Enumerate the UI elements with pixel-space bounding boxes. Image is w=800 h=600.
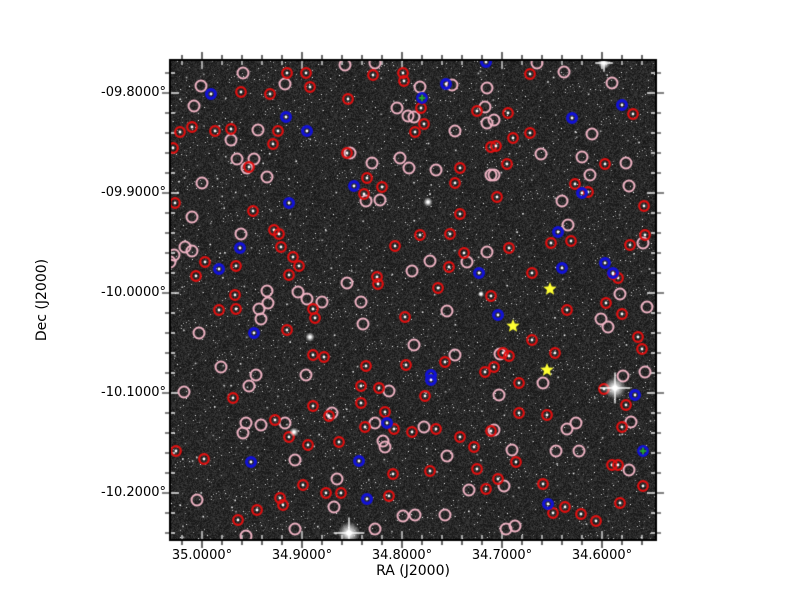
sky-map-canvas: [0, 0, 800, 600]
astronomy-figure: Dec (J2000) RA (J2000) 35.0000° 34.9000° 3…: [0, 0, 800, 600]
